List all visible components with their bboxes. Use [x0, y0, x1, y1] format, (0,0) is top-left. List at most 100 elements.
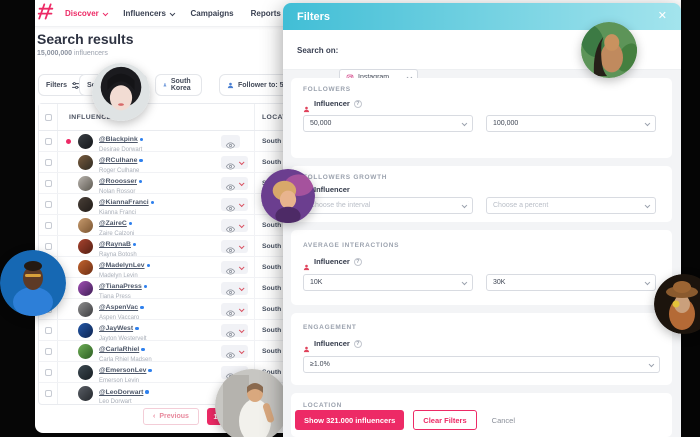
row-checkbox[interactable] — [44, 326, 52, 334]
close-icon[interactable]: ✕ — [657, 10, 667, 22]
row-avatar — [78, 217, 93, 233]
select-all-checkbox[interactable] — [44, 113, 52, 121]
followers-from-select[interactable]: 50,000 — [303, 115, 473, 132]
row-actions — [221, 156, 248, 176]
preview-button[interactable] — [221, 324, 248, 338]
engagement-select[interactable]: ≥1.0% — [303, 356, 660, 373]
nav-item-discover[interactable]: Discover — [65, 9, 108, 18]
influencer-handle-link[interactable]: @CarlaRhiel — [99, 346, 140, 354]
sliders-icon — [71, 81, 80, 90]
verified-badge — [148, 368, 152, 373]
preview-button[interactable] — [221, 177, 248, 191]
influencer-handle-link[interactable]: @Blackpink — [99, 136, 138, 144]
growth-interval-select[interactable]: Choose the interval — [303, 197, 473, 214]
influencer-handle-link[interactable]: @JayWest — [99, 325, 134, 333]
preview-button[interactable] — [221, 156, 248, 170]
verified-badge — [139, 137, 144, 142]
section-title: FOLLOWERS GROWTH — [303, 174, 388, 181]
influencer-handle-link[interactable]: @EmersonLev — [99, 367, 147, 375]
expand-chevron-icon[interactable] — [238, 242, 245, 249]
influencer-handle-link[interactable]: @MadelynLev — [99, 262, 145, 270]
select-value: 100,000 — [493, 120, 519, 127]
influencer-handle-link[interactable]: @AspenVac — [99, 304, 139, 312]
preview-button[interactable] — [221, 345, 248, 359]
expand-chevron-icon[interactable] — [238, 221, 245, 228]
row-checkbox-cell — [39, 236, 58, 256]
avatar-photo-man-blue — [0, 250, 66, 316]
row-checkbox[interactable] — [44, 137, 52, 145]
row-location: South Korea — [254, 236, 664, 256]
section-title: LOCATION — [303, 402, 343, 409]
row-checkbox[interactable] — [44, 158, 52, 166]
row-avatar — [78, 154, 93, 170]
expand-chevron-icon[interactable] — [238, 200, 245, 207]
expand-chevron-icon[interactable] — [238, 284, 245, 291]
column-influencer[interactable]: INFLUENCER — [69, 114, 126, 121]
show-results-button[interactable]: Show 321.000 influencers — [295, 410, 405, 430]
brand-logo-icon[interactable] — [36, 3, 55, 23]
row-checkbox[interactable] — [44, 179, 52, 187]
row-checkbox[interactable] — [44, 221, 52, 229]
influencer-handle-link[interactable]: @TianaPress — [99, 283, 142, 291]
clear-filters-button[interactable]: Clear Filters — [413, 410, 477, 430]
preview-button[interactable] — [221, 240, 248, 254]
preview-button[interactable] — [221, 303, 248, 317]
preview-button[interactable] — [221, 282, 248, 296]
influencer-full-name: Carla Rhiel Madsen — [99, 356, 152, 363]
person-icon — [163, 82, 167, 89]
nav-item-influencers[interactable]: Influencers — [123, 9, 175, 18]
row-avatar — [78, 238, 93, 254]
influencer-full-name: Madelyn Levin — [99, 272, 138, 279]
preview-button[interactable] — [221, 261, 248, 275]
row-actions — [221, 135, 240, 155]
influencer-handle-link[interactable]: @ZaireC — [99, 220, 127, 228]
verified-badge — [135, 326, 139, 331]
person-icon — [303, 100, 310, 113]
row-checkbox[interactable] — [44, 242, 52, 250]
row-avatar — [78, 301, 93, 317]
prev-arrow-icon: ‹ — [153, 413, 156, 420]
growth-percent-select[interactable]: Choose a percent — [486, 197, 656, 214]
nav-item-reports[interactable]: Reports — [251, 9, 281, 18]
influencer-handle-link[interactable]: @LeoDorwart — [99, 388, 144, 396]
influencer-handle-link[interactable]: @RCulhane — [99, 157, 138, 165]
cancel-button[interactable]: Cancel — [486, 415, 521, 426]
info-icon[interactable]: ? — [353, 257, 362, 266]
interactions-from-select[interactable]: 10K — [303, 274, 473, 291]
influencer-handle-link[interactable]: @RaynaB — [99, 241, 131, 249]
row-identity: @AspenVac Aspen Vaccaro — [99, 297, 209, 321]
influencer-full-name: Nolan Rossor — [99, 188, 136, 195]
influencer-full-name: Aspen Vaccaro — [99, 314, 140, 321]
expand-chevron-icon[interactable] — [238, 305, 245, 312]
preview-button[interactable] — [221, 135, 240, 149]
row-checkbox-cell — [39, 215, 58, 235]
info-icon[interactable]: ? — [353, 339, 362, 348]
row-checkbox[interactable] — [44, 390, 52, 397]
row-identity: @EmersonLev Emerson Levin — [99, 360, 209, 384]
verified-badge — [150, 200, 155, 205]
row-checkbox[interactable] — [44, 347, 52, 355]
expand-chevron-icon[interactable] — [238, 179, 245, 186]
row-identity: @Blackpink Desirae Dorwart — [99, 129, 209, 153]
row-checkbox[interactable] — [44, 200, 52, 208]
previous-page-button[interactable]: ‹ Previous — [143, 408, 199, 425]
row-actions — [221, 177, 248, 197]
info-icon[interactable]: ? — [353, 99, 362, 108]
expand-chevron-icon[interactable] — [238, 326, 245, 333]
expand-chevron-icon[interactable] — [238, 347, 245, 354]
row-checkbox-cell — [39, 131, 58, 151]
role-label: Influencer — [314, 339, 350, 348]
interactions-to-select[interactable]: 30K — [486, 274, 656, 291]
preview-button[interactable] — [221, 219, 248, 233]
row-actions — [221, 282, 248, 302]
followers-to-select[interactable]: 100,000 — [486, 115, 656, 132]
influencer-handle-link[interactable]: @KiannaFranci — [99, 199, 149, 207]
country-filter-chip[interactable]: South Korea — [155, 74, 202, 96]
expand-chevron-icon[interactable] — [238, 158, 245, 165]
influencer-handle-link[interactable]: @Rooosser — [99, 178, 137, 186]
expand-chevron-icon[interactable] — [238, 263, 245, 270]
nav-item-campaigns[interactable]: Campaigns — [190, 9, 233, 18]
preview-button[interactable] — [221, 198, 248, 212]
row-checkbox[interactable] — [44, 368, 52, 376]
